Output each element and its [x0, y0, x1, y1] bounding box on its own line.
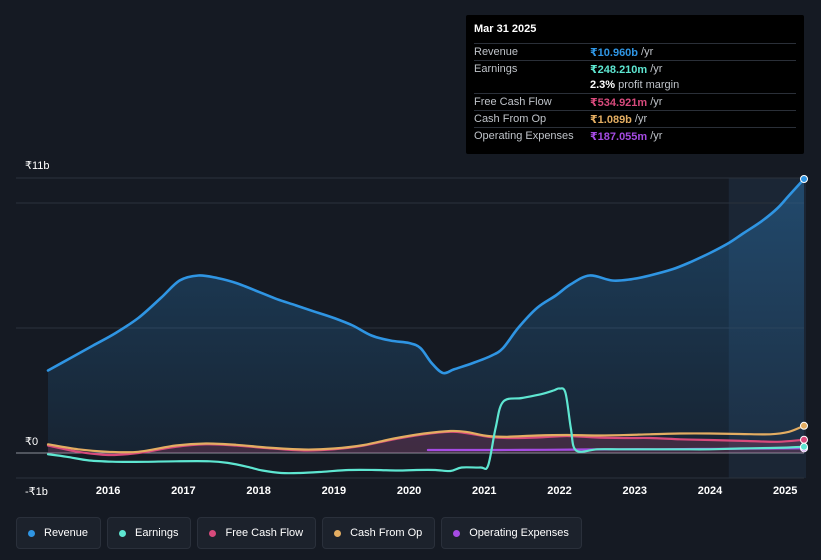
- series-line-revenue: [46, 177, 806, 375]
- series-end-marker-cfo: [800, 421, 808, 430]
- legend-label: Free Cash Flow: [225, 527, 304, 539]
- series-end-marker-fcf: [800, 435, 808, 444]
- legend-item-revenue[interactable]: Revenue: [16, 517, 102, 549]
- legend-dot-icon: [28, 529, 35, 537]
- tooltip-row-revenue: Revenue ₹10.960b /yr: [474, 43, 796, 60]
- tooltip-value-opex: ₹187.055m: [590, 130, 648, 143]
- legend-dot-icon: [334, 529, 342, 537]
- tooltip-row-earnings: Earnings ₹248.210m /yr: [474, 60, 796, 77]
- tooltip-unit: profit margin: [618, 79, 680, 91]
- y-axis: ₹11b ₹0 -₹1b: [25, 160, 50, 498]
- tooltip-label: Earnings: [474, 63, 518, 75]
- tooltip-label: Operating Expenses: [474, 130, 574, 142]
- x-tick-label: 2025: [773, 485, 797, 497]
- tooltip-date: Mar 31 2025: [474, 23, 537, 35]
- tooltip-row-fcf: Free Cash Flow ₹534.921m /yr: [474, 93, 796, 110]
- tooltip-unit: /yr: [650, 63, 663, 75]
- tooltip-row-opex: Operating Expenses ₹187.055m /yr: [474, 127, 796, 144]
- x-tick-label: 2021: [472, 485, 496, 497]
- legend-item-operating-expenses[interactable]: Operating Expenses: [441, 517, 582, 549]
- x-tick-label: 2023: [623, 485, 647, 497]
- y-tick-label: ₹11b: [25, 160, 50, 172]
- x-tick-label: 2016: [96, 485, 120, 497]
- x-tick-label: 2018: [246, 485, 270, 497]
- tooltip-label: Free Cash Flow: [474, 96, 552, 108]
- tooltip-value-cfo: ₹1.089b: [590, 113, 632, 126]
- legend-item-earnings[interactable]: Earnings: [107, 517, 192, 549]
- end-markers: [800, 175, 808, 453]
- tooltip-row-cfo: Cash From Op ₹1.089b /yr: [474, 110, 796, 127]
- x-tick-label: 2020: [397, 485, 421, 497]
- x-tick-label: 2022: [547, 485, 571, 497]
- tooltip-value-margin: 2.3%: [590, 79, 616, 91]
- chart-legend: Revenue Earnings Free Cash Flow Cash Fro…: [16, 517, 582, 549]
- x-tick-label: 2024: [698, 485, 723, 497]
- tooltip-value-fcf: ₹534.921m: [590, 96, 648, 109]
- legend-item-cash-from-op[interactable]: Cash From Op: [322, 517, 436, 549]
- series-end-marker-earnings: [800, 442, 808, 451]
- tooltip-unit: /yr: [650, 130, 663, 142]
- series-end-marker-revenue: [800, 175, 808, 183]
- series-area-revenue: [48, 179, 804, 453]
- legend-label: Operating Expenses: [469, 527, 569, 539]
- tooltip-label: Cash From Op: [474, 113, 547, 125]
- tooltip-unit: /yr: [641, 46, 654, 58]
- legend-dot-icon: [119, 529, 127, 537]
- tooltip-value-earnings: ₹248.210m: [590, 63, 648, 76]
- legend-item-free-cash-flow[interactable]: Free Cash Flow: [197, 517, 317, 549]
- legend-label: Revenue: [44, 527, 89, 539]
- tooltip-unit: /yr: [634, 113, 648, 125]
- tooltip-row-margin: 2.3% profit margin: [474, 77, 796, 93]
- series-line-earnings: [46, 387, 806, 475]
- tooltip-label: Revenue: [474, 46, 519, 58]
- legend-label: Earnings: [135, 527, 179, 539]
- y-tick-label: ₹0: [25, 436, 38, 448]
- series-line-cfo: [46, 424, 806, 454]
- series-layer: [46, 177, 806, 475]
- x-tick-label: 2019: [322, 485, 346, 497]
- legend-dot-icon: [209, 529, 217, 537]
- tooltip-panel: Mar 31 2025 Revenue ₹10.960b /yr Earning…: [466, 15, 804, 154]
- tooltip-value-revenue: ₹10.960b: [590, 46, 639, 59]
- x-axis: 2016 2017 2018 2019 2020 2021 2022 2023 2024 2025: [96, 485, 797, 497]
- legend-dot-icon: [453, 529, 461, 537]
- legend-label: Cash From Op: [350, 527, 423, 539]
- y-tick-label: -₹1b: [25, 486, 48, 498]
- tooltip-unit: /yr: [650, 96, 663, 108]
- x-tick-label: 2017: [171, 485, 195, 497]
